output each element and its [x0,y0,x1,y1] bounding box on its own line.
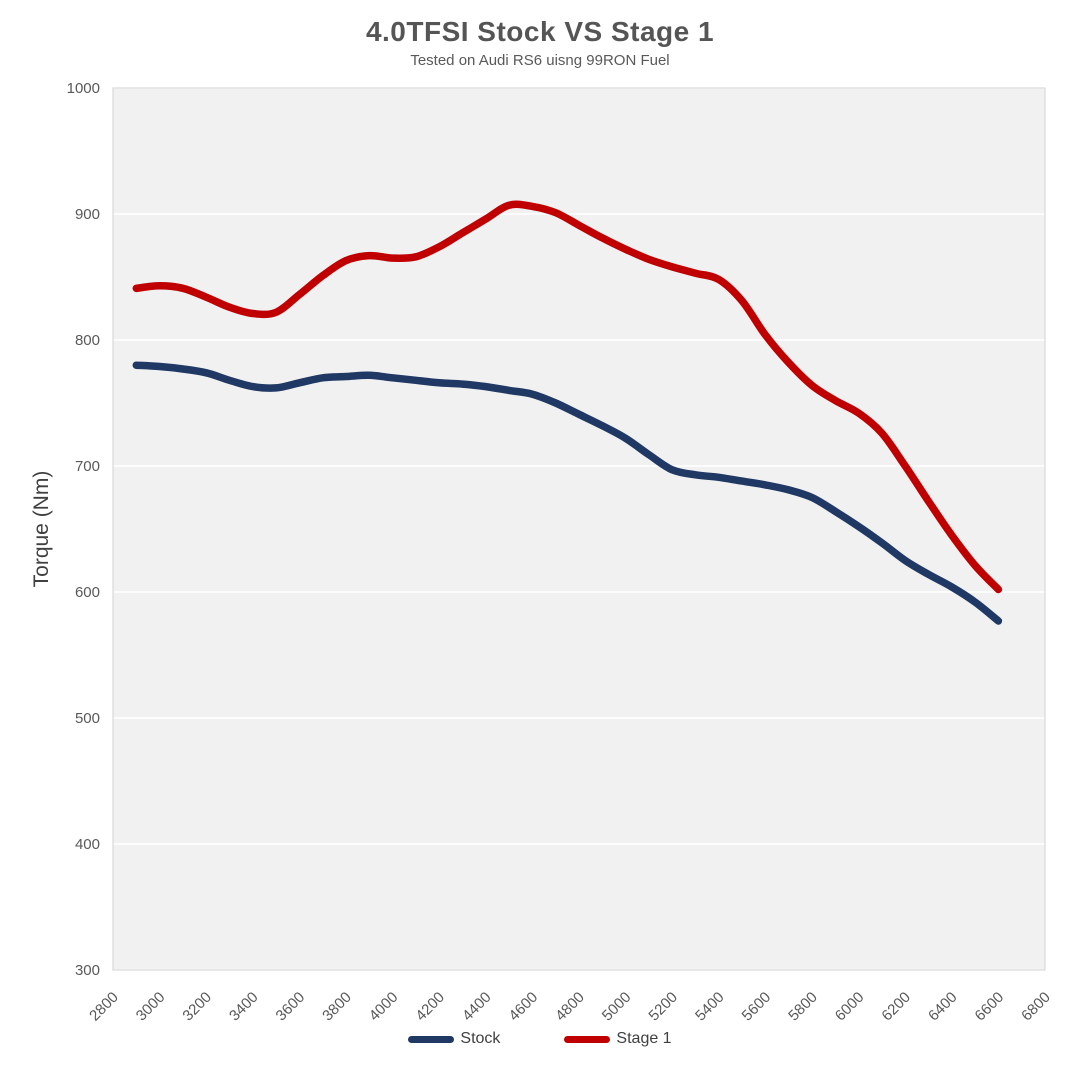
x-tick-label: 3000 [133,989,169,1025]
x-tick-label: 6800 [1018,989,1054,1025]
legend: Stock Stage 1 [0,1030,1080,1048]
x-tick-label: 3800 [319,989,355,1025]
y-tick-label: 700 [75,458,100,475]
x-tick-label: 3400 [226,989,262,1025]
y-tick-label: 400 [75,836,100,853]
series-line-stock [132,361,1003,625]
chart-subtitle: Tested on Audi RS6 uisng 99RON Fuel [410,52,670,69]
y-tick-label: 500 [75,710,100,727]
x-tick-label: 2800 [86,989,122,1025]
x-tick-label: 5800 [785,989,821,1025]
x-tick-label: 6000 [832,989,868,1025]
plot-panel [113,88,1045,970]
stage1-line-swatch [564,1035,611,1043]
series-line-stage-1 [132,200,1003,594]
x-tick-label: 5000 [599,989,635,1025]
chart-title: 4.0TFSI Stock VS Stage 1 [365,16,715,47]
legend-label-stock: Stock [460,1030,501,1047]
x-tick-label: 5600 [739,989,775,1025]
y-tick-label: 300 [75,962,100,979]
y-tick-label: 600 [75,584,100,601]
x-tick-label: 4200 [412,989,448,1025]
y-tick-label: 800 [75,332,100,349]
x-tick-label: 3600 [273,989,309,1025]
x-tick-label: 6400 [925,989,961,1025]
x-tick-label: 5200 [645,989,681,1025]
plot-panel-border [112,87,1046,971]
x-tick-label: 4400 [459,989,495,1025]
x-tick-label: 6600 [972,989,1008,1025]
x-tick-label: 4800 [552,989,588,1025]
x-tick-label: 4600 [506,989,542,1025]
x-tick-label: 3200 [179,989,215,1025]
legend-item-stage1: Stage 1 [564,1030,672,1048]
legend-label-stage1: Stage 1 [616,1030,672,1047]
x-tick-label: 4000 [366,989,402,1025]
y-tick-label: 900 [75,206,100,223]
x-tick-label: 6200 [878,989,914,1025]
legend-item-stock: Stock [408,1030,500,1048]
stock-line-swatch [408,1035,455,1043]
x-tick-label: 5400 [692,989,728,1025]
y-tick-label: 1000 [67,80,100,97]
